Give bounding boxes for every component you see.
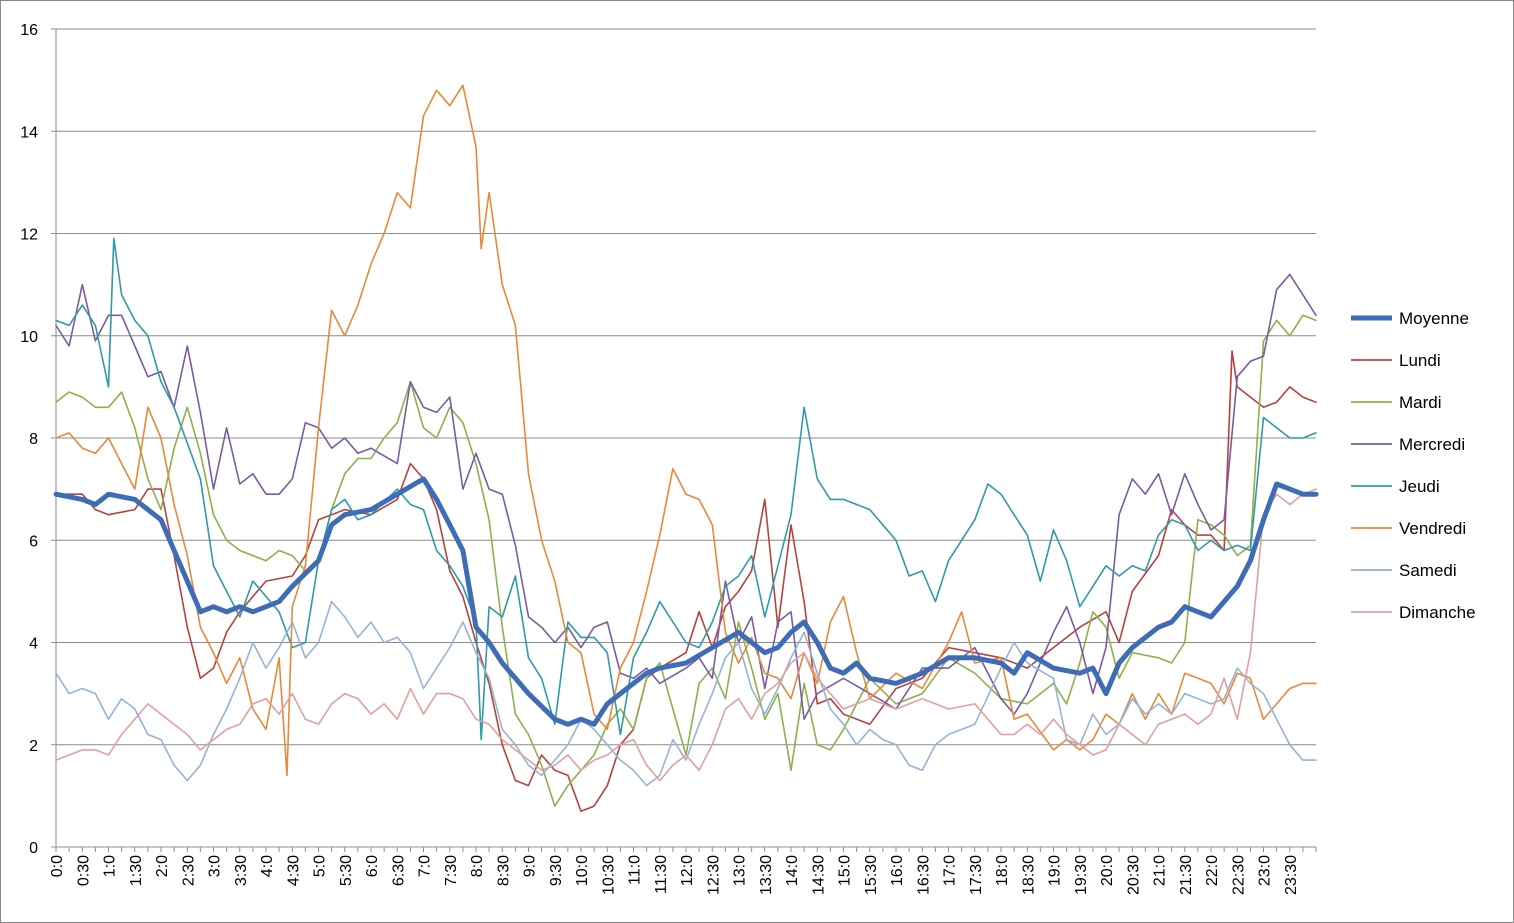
x-tick-label: 2:0	[154, 855, 171, 877]
series-lines	[53, 84, 1319, 812]
x-axis-tick-labels: 0:0 0:30 1:0 1:30 2:0 2:30 3:0 3:30 4:0 4:30 5:0 5:…	[49, 855, 1300, 895]
x-tick-label: 15:0	[837, 855, 854, 886]
series-line-lundi	[55, 350, 1317, 812]
x-tick-label: 20:0	[1099, 855, 1116, 886]
x-tick-label: 1:30	[128, 855, 145, 886]
legend: Moyenne Lundi Mardi Mercredi Jeudi Vendredi Sa…	[1351, 309, 1476, 622]
x-tick-label: 12:0	[679, 855, 696, 886]
x-tick-label: 21:30	[1178, 855, 1195, 895]
x-tick-label: 9:30	[548, 855, 565, 886]
x-tick-label: 18:0	[994, 855, 1011, 886]
x-tick-label: 8:30	[495, 855, 512, 886]
legend-label-vendredi: Vendredi	[1399, 519, 1466, 538]
x-tick-label: 13:0	[732, 855, 749, 886]
x-tick-label: 0:30	[75, 855, 92, 886]
series-line-dimanche	[55, 488, 1317, 782]
series-line-vendredi	[55, 84, 1317, 777]
y-axis-tick-labels: 0 2 4 6 8 10 12 14 16	[20, 22, 38, 857]
x-tick-label: 21:0	[1152, 855, 1169, 886]
x-tick-label: 3:30	[233, 855, 250, 886]
legend-label-jeudi: Jeudi	[1399, 477, 1440, 496]
y-tick-label: 6	[29, 533, 38, 550]
legend-label-samedi: Samedi	[1399, 561, 1457, 580]
series-line-mercredi	[55, 273, 1317, 720]
x-tick-label: 18:30	[1020, 855, 1037, 895]
x-tick-label: 19:30	[1073, 855, 1090, 895]
x-tick-label: 16:0	[889, 855, 906, 886]
axes	[51, 28, 1317, 852]
x-tick-label: 10:30	[600, 855, 617, 895]
x-tick-label: 23:0	[1257, 855, 1274, 886]
legend-label-moyenne: Moyenne	[1399, 309, 1469, 328]
x-tick-label: 5:30	[338, 855, 355, 886]
x-tick-label: 22:30	[1230, 855, 1247, 895]
x-tick-label: 4:30	[285, 855, 302, 886]
y-tick-label: 8	[29, 431, 38, 448]
x-tick-label: 6:30	[390, 855, 407, 886]
x-tick-label: 14:0	[784, 855, 801, 886]
x-tick-label: 12:30	[705, 855, 722, 895]
x-tick-label: 17:0	[942, 855, 959, 886]
series-line-jeudi	[55, 237, 1317, 741]
y-tick-label: 4	[29, 636, 38, 653]
series-line-moyenne	[53, 476, 1319, 727]
legend-label-mercredi: Mercredi	[1399, 435, 1465, 454]
x-tick-label: 3:0	[207, 855, 224, 877]
x-tick-label: 22:0	[1204, 855, 1221, 886]
gridlines	[56, 28, 1316, 746]
x-tick-label: 6:0	[364, 855, 381, 877]
legend-label-lundi: Lundi	[1399, 351, 1441, 370]
x-tick-label: 2:30	[180, 855, 197, 886]
x-tick-label: 4:0	[259, 855, 276, 877]
legend-label-dimanche: Dimanche	[1399, 603, 1476, 622]
x-tick-label: 23:30	[1283, 855, 1300, 895]
x-tick-label: 14:30	[810, 855, 827, 895]
x-tick-label: 16:30	[915, 855, 932, 895]
legend-label-mardi: Mardi	[1399, 393, 1442, 412]
x-tick-label: 20:30	[1125, 855, 1142, 895]
y-tick-label: 12	[20, 227, 38, 244]
y-tick-label: 0	[29, 840, 38, 857]
y-tick-label: 2	[29, 738, 38, 755]
series-line-samedi	[55, 600, 1317, 787]
x-tick-label: 7:0	[417, 855, 434, 877]
x-tick-label: 11:0	[627, 855, 644, 885]
x-tick-label: 8:0	[469, 855, 486, 877]
x-tick-label: 7:30	[443, 855, 460, 886]
x-tick-label: 13:30	[758, 855, 775, 895]
x-tick-label: 17:30	[968, 855, 985, 895]
x-tick-label: 9:0	[522, 855, 539, 877]
x-tick-label: 15:30	[863, 855, 880, 895]
y-tick-label: 10	[20, 329, 38, 346]
x-tick-label: 0:0	[49, 855, 66, 877]
x-tick-label: 19:0	[1047, 855, 1064, 886]
x-tick-label: 5:0	[312, 855, 329, 877]
series-line-mardi	[55, 314, 1317, 807]
y-tick-label: 14	[20, 124, 38, 141]
x-tick-label: 11:30	[653, 855, 670, 894]
x-tick-label: 1:0	[102, 855, 119, 877]
x-tick-label: 10:0	[574, 855, 591, 886]
y-tick-label: 16	[20, 22, 38, 39]
